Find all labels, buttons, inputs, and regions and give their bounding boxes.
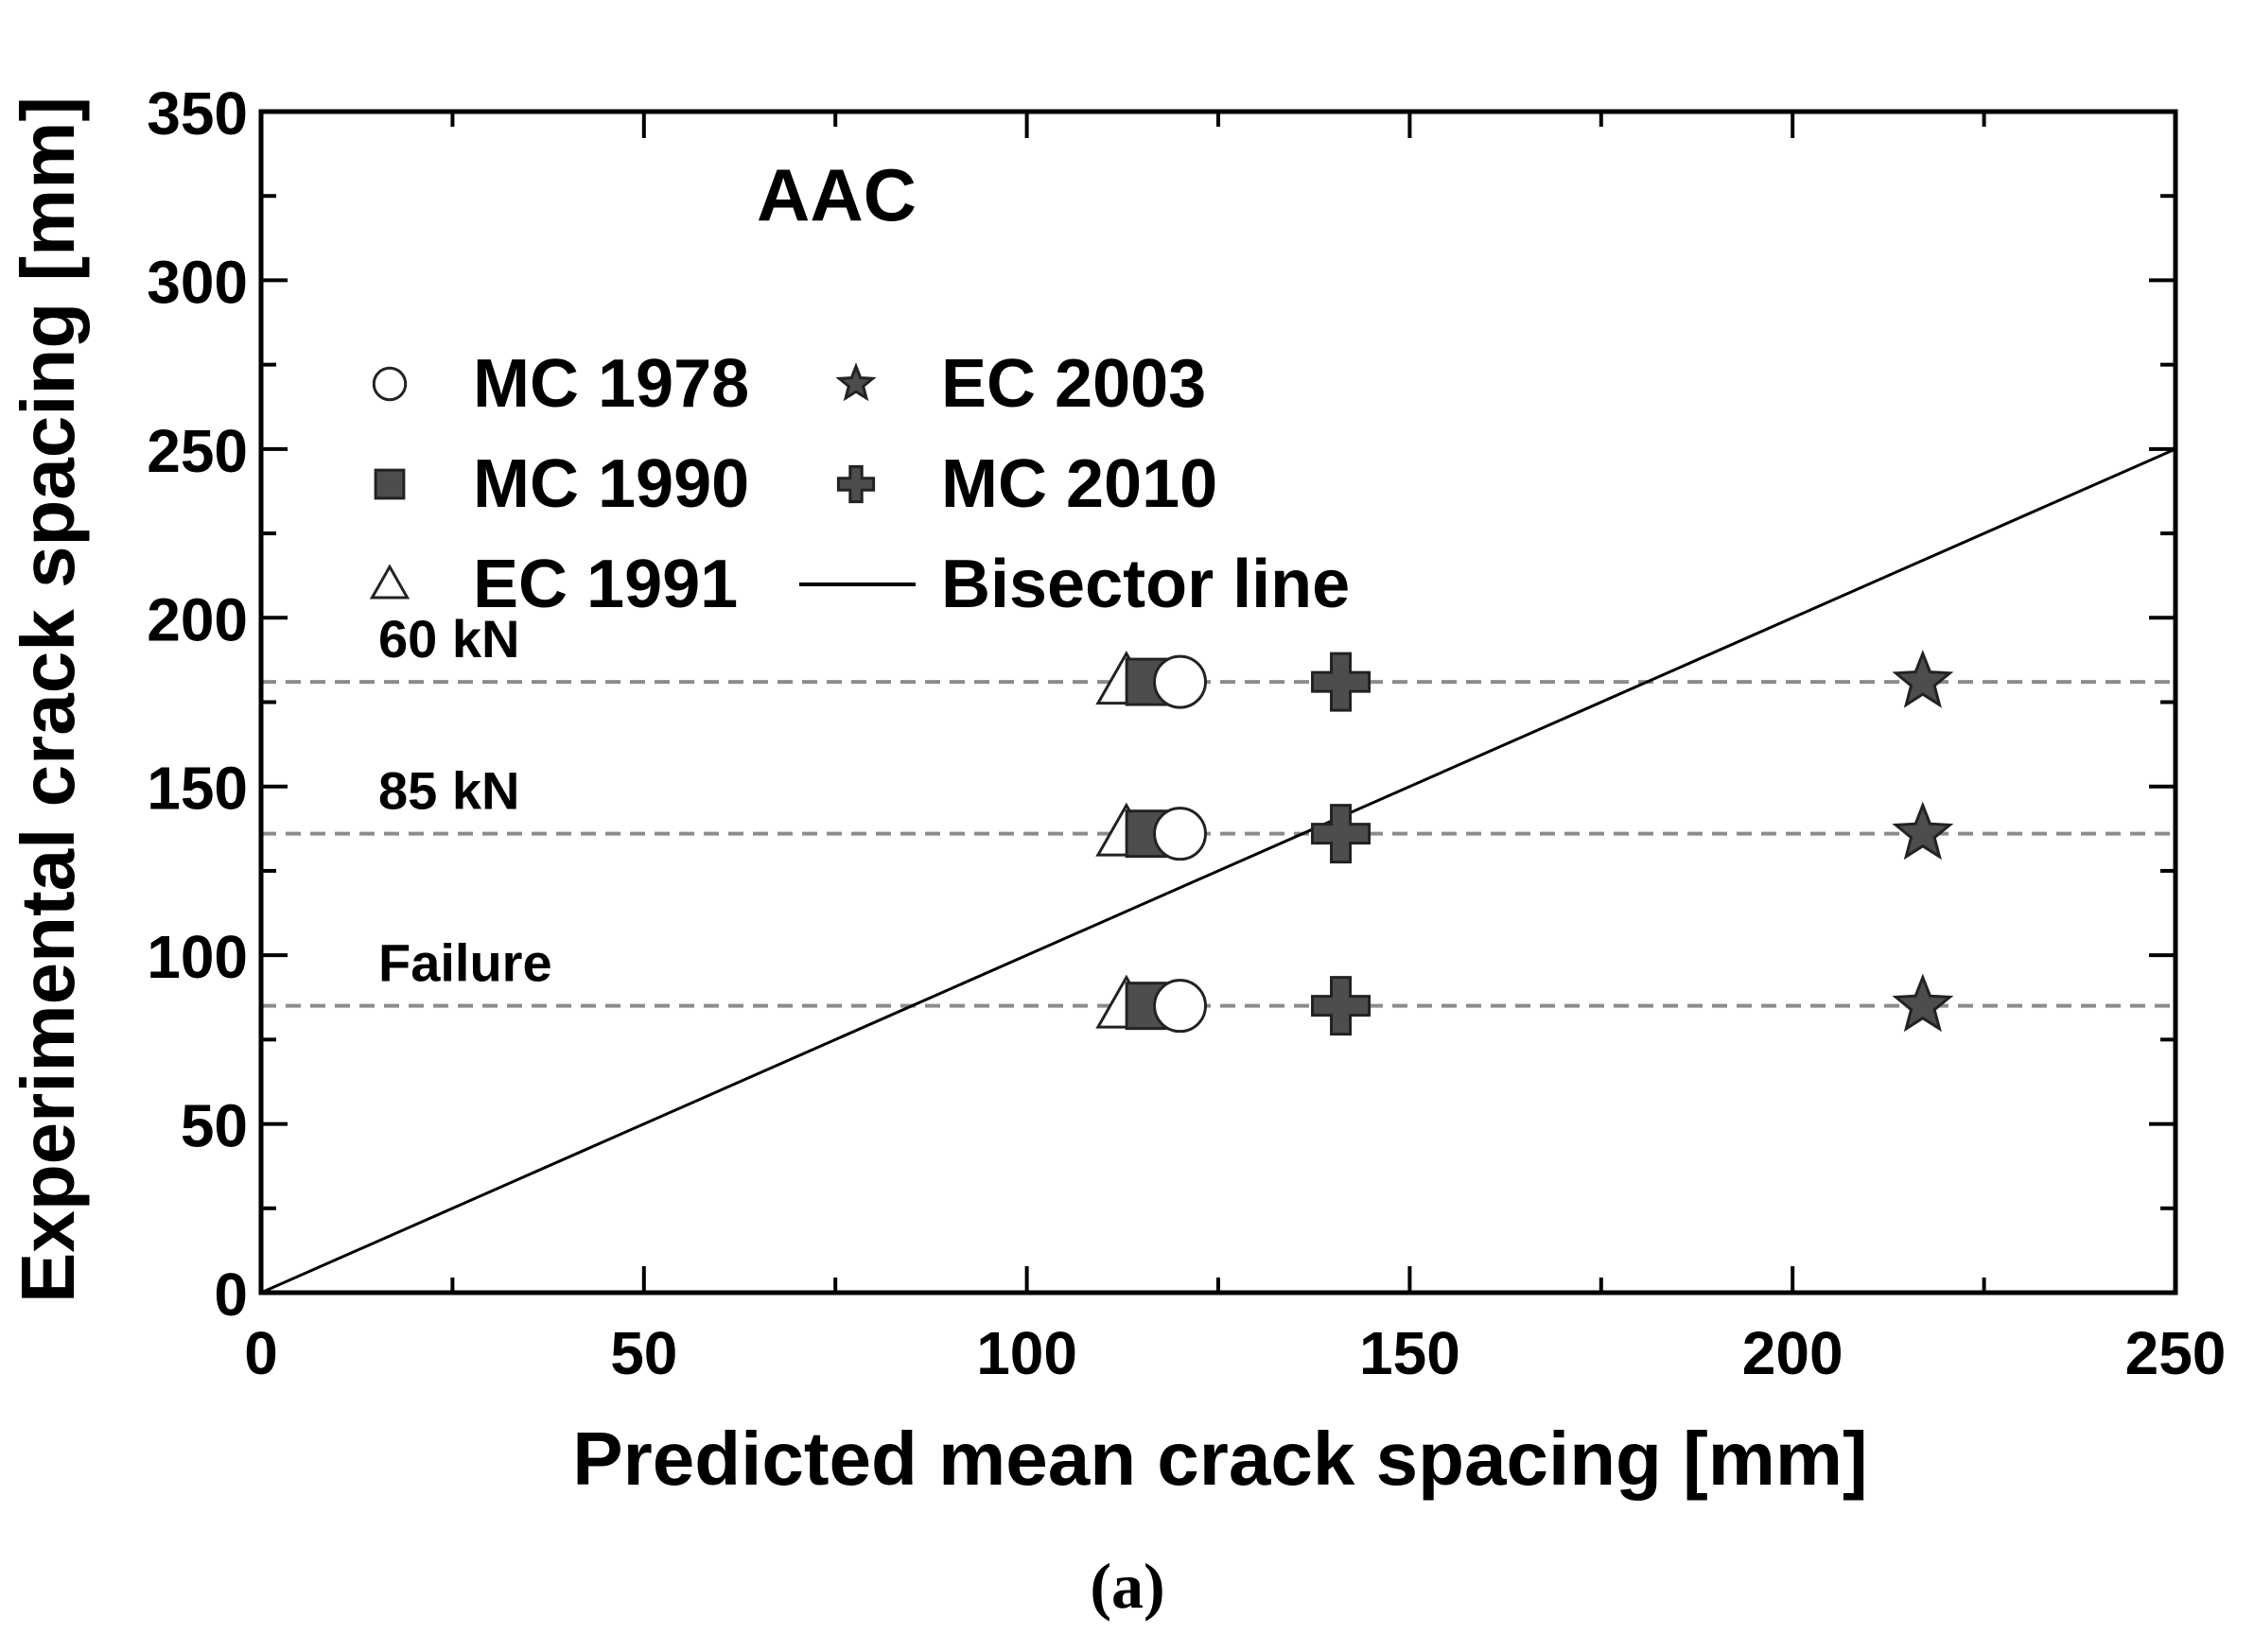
legend-marker-mc-2010 — [836, 464, 876, 504]
y-tick-label: 250 — [147, 417, 248, 485]
load-level-label: 60 kN — [378, 609, 519, 669]
x-tick-label: 250 — [2125, 1319, 2227, 1387]
bisector-line — [260, 447, 2176, 1295]
x-axis-label: Predicted mean crack spacing [mm] — [572, 1417, 1867, 1501]
legend-label: EC 2003 — [941, 346, 1206, 422]
data-point-mc-1978 — [1153, 979, 1208, 1034]
y-tick-label: 50 — [181, 1092, 248, 1160]
data-point-mc-2010 — [1311, 804, 1372, 864]
x-tick-label: 0 — [244, 1319, 278, 1387]
x-tick-label: 150 — [1359, 1319, 1460, 1387]
legend-label: Bisector line — [941, 547, 1350, 622]
y-axis-label: Experimental crack spacing [mm] — [6, 96, 90, 1303]
x-tick-label: 50 — [610, 1319, 677, 1387]
y-tick-label: 0 — [214, 1261, 248, 1329]
y-tick-label: 150 — [147, 755, 248, 823]
y-tick-label: 100 — [147, 923, 248, 991]
load-level-label: 85 kN — [378, 761, 519, 821]
load-level-label: Failure — [378, 933, 552, 993]
y-tick-label: 200 — [147, 585, 248, 653]
data-point-mc-2010 — [1311, 652, 1372, 712]
legend: MC 1978 MC 1990 EC 1991 EC 2003 MC 2010 Bisec… — [369, 346, 1350, 622]
data-point-mc-1978 — [1153, 654, 1208, 709]
legend-label: EC 1991 — [473, 547, 738, 622]
legend-label: MC 1978 — [473, 346, 749, 422]
data-point-ec-2003 — [1892, 649, 1954, 708]
plot-area: 0 50 100 150 200 250 0 50 100 150 200 250 300 350 60 k… — [147, 79, 2226, 1387]
data-point-mc-1978 — [1153, 807, 1208, 861]
legend-marker-mc-1990 — [374, 468, 406, 500]
y-tick-label: 300 — [147, 248, 248, 316]
chart-title: AAC — [757, 153, 917, 236]
x-tick-label: 100 — [976, 1319, 1077, 1387]
data-point-mc-2010 — [1311, 976, 1372, 1036]
data-point-ec-2003 — [1892, 973, 1954, 1033]
x-tick-label: 200 — [1742, 1319, 1843, 1387]
legend-marker-ec-2003 — [835, 362, 877, 402]
y-tick-label: 350 — [147, 79, 248, 148]
plot-frame — [258, 109, 2178, 1296]
legend-marker-ec-1991 — [369, 564, 411, 600]
data-point-ec-2003 — [1892, 801, 1954, 861]
legend-marker-mc-1978 — [372, 366, 408, 402]
legend-label: MC 2010 — [941, 446, 1217, 522]
legend-label: MC 1990 — [473, 446, 749, 522]
figure-caption: (a) — [1090, 1550, 1164, 1622]
